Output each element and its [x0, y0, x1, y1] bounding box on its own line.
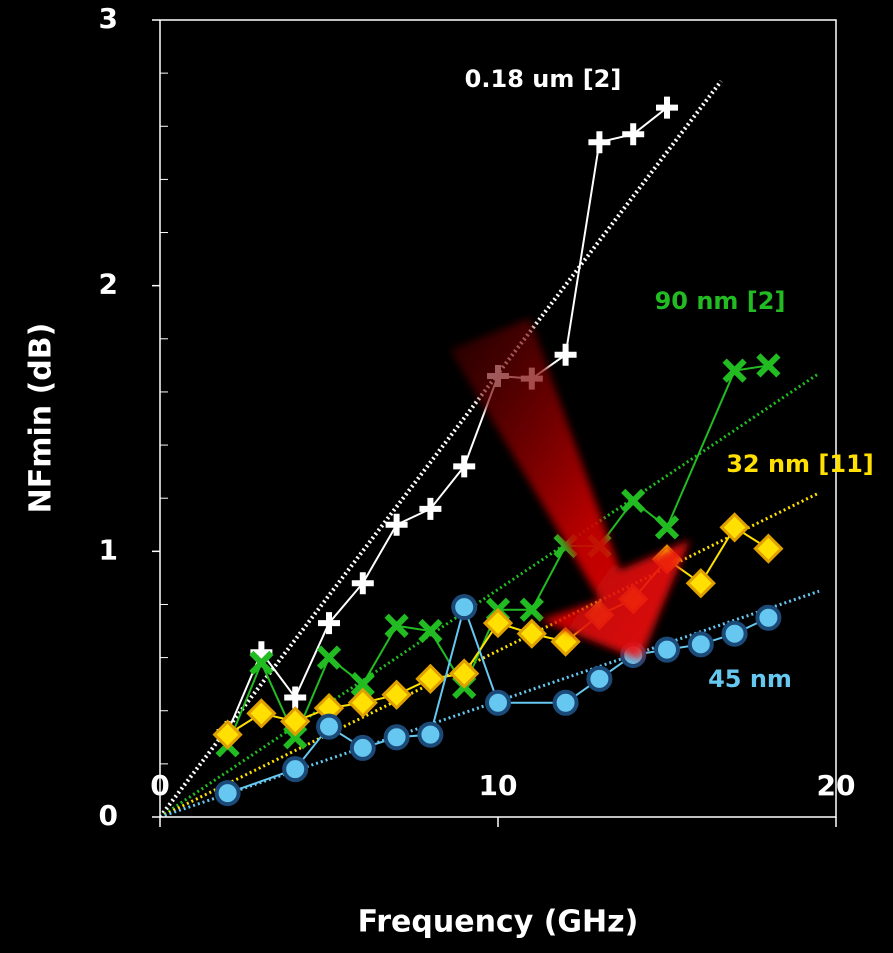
- marker: [316, 713, 342, 740]
- y-tick-label: 0: [99, 799, 118, 832]
- marker: [687, 631, 714, 658]
- marker: [753, 533, 784, 564]
- marker: [214, 780, 241, 807]
- marker: [282, 756, 309, 783]
- marker: [654, 636, 680, 663]
- marker: [385, 513, 408, 536]
- marker: [654, 515, 680, 540]
- marker: [381, 679, 412, 710]
- y-tick-label: 3: [99, 2, 118, 35]
- y-tick-label: 2: [99, 268, 118, 301]
- x-tick-label: 20: [817, 769, 856, 802]
- marker: [451, 594, 478, 621]
- y-tick-label: 1: [99, 533, 118, 566]
- marker: [516, 618, 547, 649]
- marker: [347, 687, 378, 718]
- marker: [721, 620, 748, 647]
- marker: [453, 455, 476, 478]
- marker: [384, 613, 409, 638]
- series-label: 32 nm [11]: [726, 450, 874, 478]
- series-label: 90 nm [2]: [655, 287, 786, 315]
- marker: [284, 686, 307, 709]
- marker: [519, 597, 544, 622]
- x-axis-title: Frequency (GHz): [358, 905, 639, 940]
- trendline: [160, 589, 820, 817]
- marker: [415, 663, 446, 694]
- marker: [212, 719, 243, 750]
- plot: [160, 79, 820, 817]
- x-tick-label: 10: [479, 769, 518, 802]
- marker: [656, 96, 678, 119]
- marker: [419, 497, 442, 520]
- marker: [316, 645, 342, 670]
- marker: [722, 358, 747, 383]
- marker: [249, 650, 274, 676]
- marker: [417, 721, 444, 748]
- marker: [621, 488, 646, 513]
- arrow: [450, 318, 690, 660]
- marker: [685, 568, 716, 599]
- marker: [349, 734, 376, 761]
- marker: [756, 353, 781, 378]
- marker: [719, 512, 750, 543]
- marker: [318, 612, 340, 635]
- marker: [283, 725, 308, 750]
- marker: [552, 689, 579, 716]
- trendline: [160, 372, 820, 817]
- series-label: 45 nm: [708, 665, 792, 693]
- marker: [485, 689, 511, 716]
- marker: [350, 672, 375, 697]
- marker: [418, 618, 443, 644]
- marker: [622, 123, 645, 146]
- marker: [351, 572, 374, 595]
- marker: [755, 604, 782, 631]
- marker: [383, 724, 410, 751]
- marker: [482, 607, 514, 639]
- trendline: [160, 79, 723, 817]
- marker: [246, 698, 277, 729]
- marker: [550, 626, 581, 657]
- marker: [554, 343, 577, 366]
- series-line: [226, 106, 668, 733]
- series-label: 0.18 um [2]: [465, 65, 622, 93]
- marker: [586, 665, 613, 692]
- marker: [449, 658, 480, 689]
- marker: [280, 706, 311, 737]
- y-axis-title: NFmin (dB): [24, 323, 59, 514]
- x-tick-label: 0: [150, 769, 169, 802]
- marker: [588, 131, 611, 154]
